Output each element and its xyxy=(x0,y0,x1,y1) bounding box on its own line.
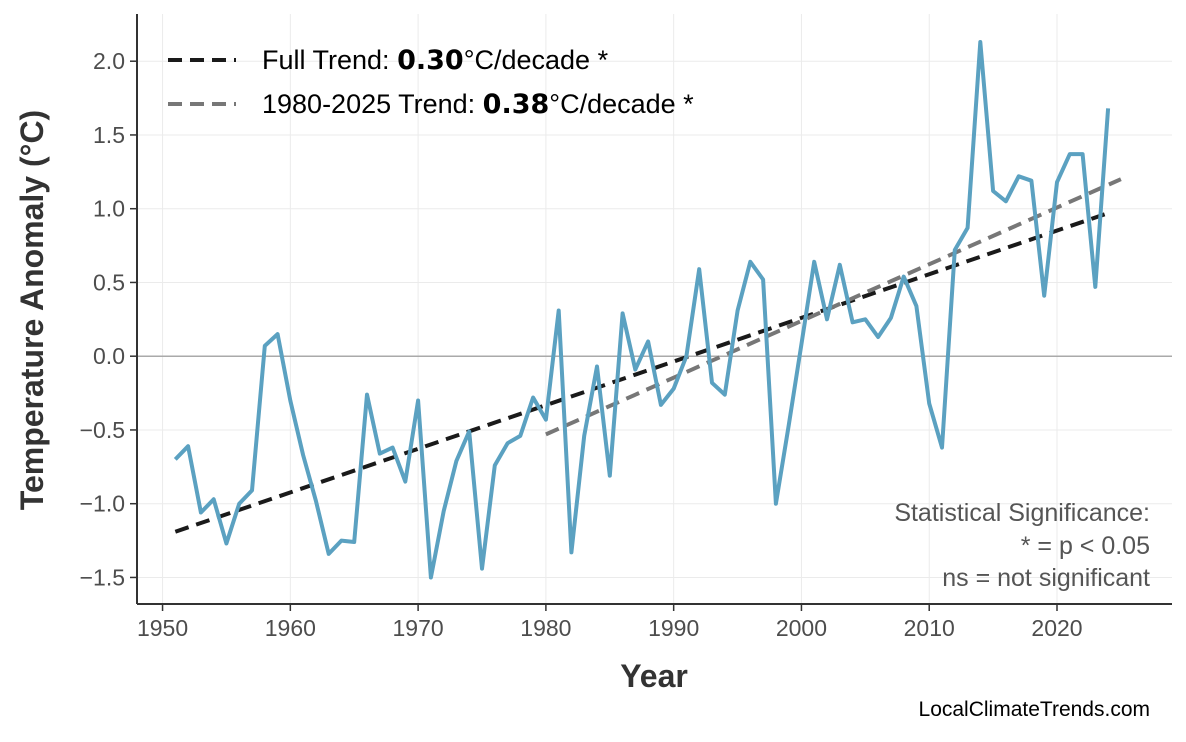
x-tick-label: 2010 xyxy=(904,615,955,641)
credit-text: LocalClimateTrends.com xyxy=(919,698,1150,721)
x-ticks: 1950 1960 1970 1980 1990 2000 2010 2020 xyxy=(137,604,1083,641)
y-axis-label: Temperature Anomaly (°C) xyxy=(14,110,50,510)
legend-label-recent-trend: 1980-2025 Trend: 0.38°C/decade * xyxy=(262,89,694,120)
y-tick-label: 0.5 xyxy=(93,269,125,295)
full-trend-line xyxy=(174,211,1109,534)
significance-p: * = p < 0.05 xyxy=(1021,532,1150,560)
data-series xyxy=(173,40,1111,580)
y-tick-label: 1.5 xyxy=(93,122,125,148)
x-tick-label: 1950 xyxy=(137,615,188,641)
legend-label-full-trend: Full Trend: 0.30°C/decade * xyxy=(262,45,609,76)
x-tick-label: 1970 xyxy=(393,615,444,641)
y-tick-label: 1.0 xyxy=(93,196,125,222)
y-tick-label: −1.0 xyxy=(80,491,125,517)
x-tick-label: 2000 xyxy=(776,615,827,641)
anomaly-line xyxy=(173,40,1111,580)
legend: Full Trend: 0.30°C/decade * 1980-2025 Tr… xyxy=(168,45,694,120)
y-ticks: −1.5 −1.0 −0.5 0.0 0.5 1.0 1.5 2.0 xyxy=(80,48,137,590)
x-tick-label: 1960 xyxy=(265,615,316,641)
y-tick-label: −0.5 xyxy=(80,417,125,443)
x-tick-label: 2020 xyxy=(1031,615,1082,641)
significance-note: Statistical Significance: * = p < 0.05 n… xyxy=(894,499,1150,592)
x-tick-label: 1980 xyxy=(520,615,571,641)
y-tick-label: −1.5 xyxy=(80,564,125,590)
axes xyxy=(136,14,1172,605)
significance-title: Statistical Significance: xyxy=(894,499,1150,527)
x-axis-label: Year xyxy=(620,658,688,694)
y-tick-label: 2.0 xyxy=(93,48,125,74)
recent-trend-line xyxy=(545,177,1122,437)
y-tick-label: 0.0 xyxy=(93,343,125,369)
significance-ns: ns = not significant xyxy=(942,564,1150,592)
x-tick-label: 1990 xyxy=(648,615,699,641)
